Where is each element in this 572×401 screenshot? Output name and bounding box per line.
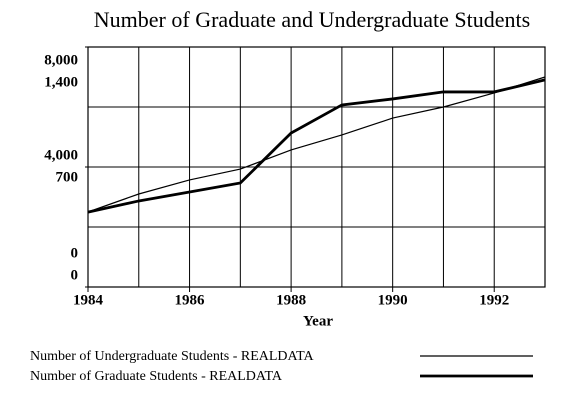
x-tick-label: 1992 [479, 292, 509, 308]
y2-tick-label: 1,400 [44, 74, 78, 90]
legend-label: Number of Undergraduate Students - REALD… [30, 349, 315, 364]
y-tick-label: 8,000 [44, 52, 78, 68]
y2-tick-label: 0 [71, 267, 79, 283]
x-tick-label: 1986 [175, 292, 206, 308]
x-axis-label: Year [303, 313, 333, 329]
y2-tick-label: 700 [56, 169, 79, 185]
x-tick-label: 1984 [73, 292, 104, 308]
plot-frame [87, 46, 546, 288]
series-line [87, 76, 546, 213]
x-tick-label: 1990 [378, 292, 408, 308]
y-tick-label: 0 [71, 245, 79, 261]
y-tick-label: 4,000 [44, 147, 78, 163]
chart-title: Number of Graduate and Undergraduate Stu… [94, 7, 530, 32]
legend-label: Number of Graduate Students - REALDATA [30, 369, 283, 384]
x-tick-label: 1988 [276, 292, 306, 308]
series-line [87, 78, 546, 214]
